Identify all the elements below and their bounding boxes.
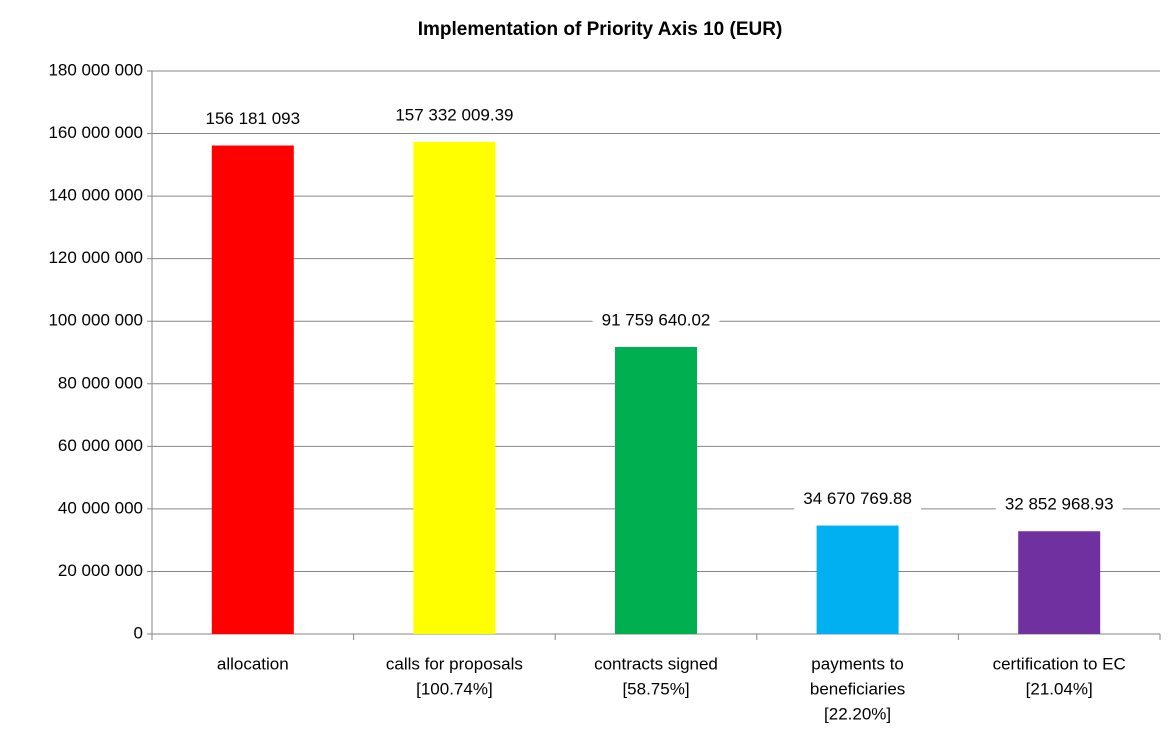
bar: [615, 346, 697, 634]
y-tick-label: 100 000 000: [48, 311, 143, 330]
chart-title: Implementation of Priority Axis 10 (EUR): [418, 19, 783, 40]
y-tick-label: 180 000 000: [48, 60, 143, 79]
x-tick-label: beneficiaries: [810, 679, 905, 698]
value-label-bg: [794, 486, 921, 512]
y-tick-label: 40 000 000: [58, 498, 143, 517]
bar: [816, 525, 899, 634]
bar: [211, 145, 294, 634]
x-tick-label: allocation: [217, 654, 289, 673]
value-label: 32 852 968.93: [1005, 495, 1114, 514]
y-tick-label: 80 000 000: [58, 373, 143, 392]
x-tick-label: [58.75%]: [622, 679, 689, 698]
x-tick-label: [21.04%]: [1026, 679, 1093, 698]
y-tick-label: 140 000 000: [48, 186, 143, 205]
value-label-bg: [592, 307, 720, 333]
value-label-bg: [995, 491, 1123, 517]
value-label-bg: [386, 102, 523, 128]
x-tick-label: payments to: [811, 654, 904, 673]
y-tick-label: 160 000 000: [48, 123, 143, 142]
y-tick-label: 60 000 000: [58, 436, 143, 455]
value-label: 91 759 640.02: [602, 310, 711, 329]
x-tick-label: [22.20%]: [824, 704, 891, 723]
value-label: 156 181 093: [206, 109, 301, 128]
x-tick-label: certification to EC: [993, 654, 1126, 673]
bar: [413, 141, 496, 634]
x-tick-label: [100.74%]: [416, 679, 493, 698]
x-tick-label: calls for proposals: [386, 654, 523, 673]
value-label: 157 332 009.39: [395, 105, 513, 124]
y-tick-label: 0: [134, 623, 143, 642]
x-tick-label: contracts signed: [594, 654, 718, 673]
value-label: 34 670 769.88: [803, 489, 912, 508]
value-label-bg: [196, 105, 310, 131]
y-tick-label: 20 000 000: [58, 561, 143, 580]
bar: [1018, 531, 1101, 634]
y-tick-label: 120 000 000: [48, 248, 143, 267]
